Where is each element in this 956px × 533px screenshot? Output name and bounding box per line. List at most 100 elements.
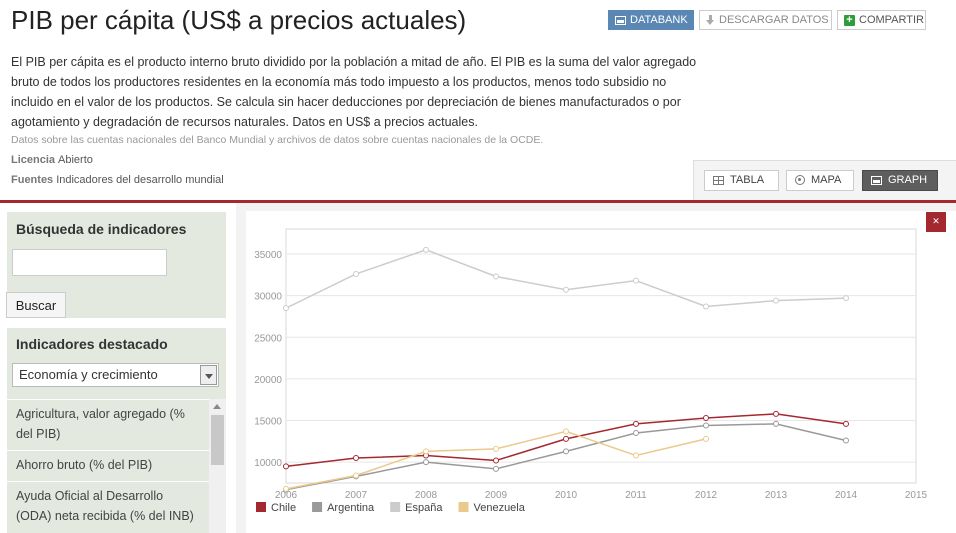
x-tick-label: 2011 bbox=[625, 490, 647, 501]
data-point bbox=[563, 448, 569, 455]
image-icon bbox=[615, 15, 626, 25]
y-tick-label: 15000 bbox=[254, 417, 282, 428]
view-tabs: TABLA MAPA GRAPH bbox=[693, 160, 956, 202]
databank-label: DATABANK bbox=[630, 14, 688, 26]
data-point bbox=[843, 295, 849, 302]
legend-label: Argentina bbox=[327, 502, 375, 514]
sources-line: Fuentes Indicadores del desarrollo mundia… bbox=[11, 174, 224, 186]
y-tick-label: 30000 bbox=[254, 292, 282, 303]
expand-icon[interactable]: ✕ bbox=[926, 212, 946, 232]
legend-label: Venezuela bbox=[473, 502, 525, 514]
sidebar: Búsqueda de indicadores Buscar Indicador… bbox=[6, 212, 226, 533]
sources-value[interactable]: Indicadores del desarrollo mundial bbox=[56, 174, 224, 186]
data-point bbox=[493, 465, 499, 472]
databank-button[interactable]: DATABANK bbox=[608, 10, 694, 30]
chart-image-icon bbox=[871, 175, 882, 185]
scroll-up-icon[interactable] bbox=[213, 404, 221, 409]
x-tick-label: 2013 bbox=[765, 490, 788, 501]
tab-graph-label: GRAPH bbox=[888, 174, 928, 186]
legend-swatch bbox=[312, 502, 323, 512]
data-point bbox=[423, 448, 429, 455]
data-point bbox=[423, 459, 429, 466]
source-note: Datos sobre las cuentas nacionales del B… bbox=[11, 134, 544, 146]
x-tick-label: 2006 bbox=[275, 490, 298, 501]
data-point bbox=[283, 485, 289, 492]
share-label: COMPARTIR bbox=[859, 14, 924, 26]
tab-map-label: MAPA bbox=[811, 174, 842, 186]
download-data-button[interactable]: DESCARGAR DATOS bbox=[699, 10, 832, 30]
featured-heading: Indicadores destacado bbox=[16, 336, 168, 352]
download-arrow-icon bbox=[706, 14, 715, 26]
page-header: PIB per cápita (US$ a precios actuales) … bbox=[0, 0, 956, 202]
plus-icon: + bbox=[844, 14, 855, 26]
legend-label: España bbox=[405, 502, 443, 514]
indicator-list: Agricultura, valor agregado (% del PIB) … bbox=[7, 399, 226, 532]
legend-swatch bbox=[256, 502, 266, 512]
legend-swatch bbox=[390, 502, 401, 512]
scroll-thumb[interactable] bbox=[211, 415, 224, 465]
x-tick-label: 2009 bbox=[485, 490, 508, 501]
tab-graph[interactable]: GRAPH bbox=[862, 170, 938, 191]
table-icon bbox=[713, 175, 724, 185]
chevron-down-icon[interactable] bbox=[200, 365, 217, 385]
data-point bbox=[423, 246, 429, 253]
search-button[interactable]: Buscar bbox=[6, 292, 66, 318]
data-point bbox=[493, 457, 499, 464]
data-point bbox=[353, 270, 359, 277]
search-heading: Búsqueda de indicadores bbox=[16, 221, 187, 237]
legend-label: Chile bbox=[271, 502, 296, 514]
gdp-line-chart: 10000 15000 20000 25000 30000 35000 2006 2007 20… bbox=[254, 228, 928, 514]
share-button[interactable]: + COMPARTIR bbox=[837, 10, 926, 30]
category-select[interactable]: Economía y crecimiento bbox=[12, 363, 219, 387]
legend-swatch bbox=[458, 502, 469, 512]
plot-area bbox=[285, 228, 917, 484]
list-item[interactable]: Ayuda Oficial al Desarrollo (ODA) neta r… bbox=[7, 481, 209, 532]
data-point bbox=[773, 297, 779, 304]
sources-label: Fuentes bbox=[11, 174, 54, 186]
list-item[interactable]: Agricultura, valor agregado (% del PIB) bbox=[7, 399, 209, 450]
download-label: DESCARGAR DATOS bbox=[719, 14, 829, 26]
x-tick-label: 2007 bbox=[345, 490, 368, 501]
y-tick-label: 20000 bbox=[254, 375, 282, 386]
data-point bbox=[563, 435, 569, 442]
data-point bbox=[353, 472, 359, 479]
data-point bbox=[633, 430, 639, 437]
x-tick-label: 2010 bbox=[555, 490, 578, 501]
indicator-description: El PIB per cápita es el producto interno… bbox=[11, 55, 697, 129]
license-label: Licencia bbox=[11, 154, 56, 166]
license-value[interactable]: Abierto bbox=[58, 154, 93, 166]
header-divider bbox=[0, 200, 956, 203]
y-tick-label: 10000 bbox=[254, 458, 282, 469]
featured-indicators-panel: Indicadores destacado Economía y crecimi… bbox=[7, 328, 226, 533]
data-point bbox=[353, 455, 359, 462]
data-point bbox=[633, 452, 639, 459]
y-tick-label: 25000 bbox=[254, 333, 282, 344]
indicator-search-panel: Búsqueda de indicadores Buscar bbox=[6, 212, 226, 318]
data-point bbox=[703, 422, 709, 429]
data-point bbox=[493, 445, 499, 452]
data-point bbox=[563, 286, 569, 293]
data-point bbox=[843, 420, 849, 427]
indicator-list-scrollbar[interactable] bbox=[209, 399, 226, 533]
data-point bbox=[843, 437, 849, 444]
tab-table-label: TABLA bbox=[730, 174, 765, 186]
data-point bbox=[633, 420, 639, 427]
data-point bbox=[283, 305, 289, 312]
data-point bbox=[773, 420, 779, 427]
tab-map[interactable]: MAPA bbox=[786, 170, 854, 191]
x-tick-label: 2008 bbox=[415, 490, 438, 501]
data-point bbox=[493, 273, 499, 280]
data-point bbox=[283, 463, 289, 470]
data-point bbox=[773, 410, 779, 417]
list-item[interactable]: Ahorro bruto (% del PIB) bbox=[7, 450, 209, 481]
data-point bbox=[703, 415, 709, 422]
data-point bbox=[563, 428, 569, 435]
license-line: Licencia Abierto bbox=[11, 154, 93, 166]
tab-table[interactable]: TABLA bbox=[704, 170, 779, 191]
x-tick-label: 2015 bbox=[905, 490, 928, 501]
y-tick-label: 35000 bbox=[254, 250, 282, 261]
x-tick-label: 2014 bbox=[835, 490, 858, 501]
globe-icon bbox=[795, 175, 805, 186]
category-selected: Economía y crecimiento bbox=[19, 367, 158, 382]
search-input[interactable] bbox=[12, 249, 167, 276]
